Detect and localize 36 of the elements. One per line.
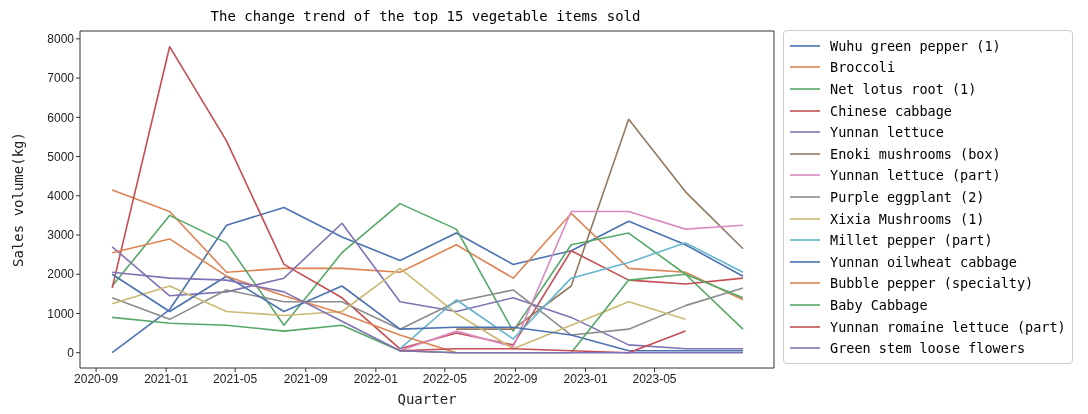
x-tick-label: 2021-09 [283, 371, 329, 386]
legend-label: Green stem loose flowers [830, 340, 1026, 357]
y-tick-label: 7000 [47, 71, 75, 86]
legend-label: Wuhu green pepper (1) [830, 37, 1001, 54]
y-axis-title: Sales volume(kg) [9, 132, 26, 267]
legend-label: Enoki mushrooms (box) [830, 145, 1001, 162]
legend-label: Xixia Mushrooms (1) [830, 210, 985, 227]
y-tick-label: 5000 [47, 149, 75, 164]
legend-label: Yunnan lettuce [830, 124, 944, 141]
x-tick-label: 2023-01 [563, 371, 608, 386]
legend-label: Baby Cabbage [830, 296, 928, 313]
legend-label: Net lotus root (1) [830, 80, 977, 97]
y-tick-label: 2000 [47, 267, 75, 282]
legend-label: Yunnan oilwheat cabbage [830, 253, 1017, 270]
x-tick-label: 2022-01 [353, 371, 399, 386]
legend-label: Purple eggplant (2) [830, 188, 985, 205]
legend-label: Bubble pepper (specialty) [830, 275, 1034, 292]
x-tick-label: 2022-05 [422, 371, 468, 386]
legend-label: Millet pepper (part) [830, 232, 993, 249]
x-tick-label: 2021-05 [213, 371, 258, 386]
legend-label: Broccoli [830, 59, 896, 76]
legend-label: Chinese cabbage [830, 102, 952, 119]
y-tick-label: 8000 [47, 32, 75, 47]
y-tick-label: 1000 [47, 306, 75, 321]
chart-title: The change trend of the top 15 vegetable items sold [209, 8, 642, 26]
x-tick-label: 2020-09 [74, 371, 119, 386]
x-axis-title: Quarter [397, 391, 457, 407]
y-tick-label: 0 [67, 345, 75, 360]
y-tick-label: 3000 [47, 228, 75, 243]
x-tick-label: 2022-09 [493, 371, 538, 386]
legend-label: Yunnan romaine lettuce (part) [830, 318, 1066, 335]
y-tick-label: 6000 [47, 110, 75, 125]
legend-label: Yunnan lettuce (part) [830, 167, 1001, 184]
x-tick-label: 2021-01 [144, 371, 189, 386]
y-tick-label: 4000 [47, 189, 75, 204]
x-tick-label: 2023-05 [632, 371, 677, 386]
